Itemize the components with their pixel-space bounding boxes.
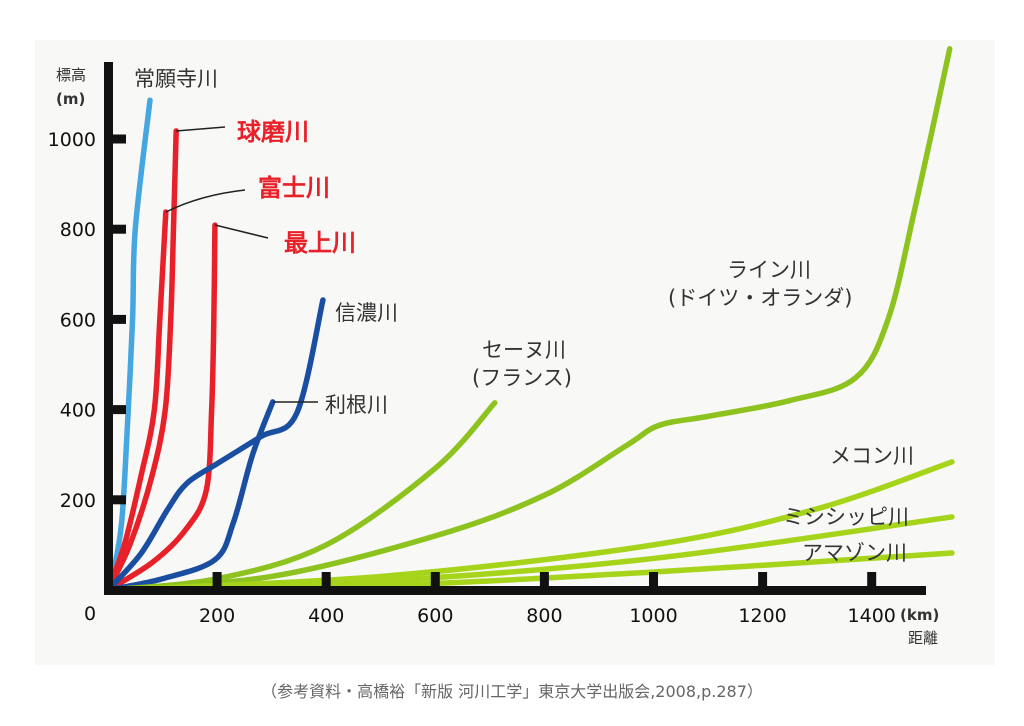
label-joganji: 常願寺川 xyxy=(134,67,218,91)
label-amazon: アマゾン川 xyxy=(802,541,907,565)
x-tick-label: 800 xyxy=(526,605,562,627)
x-tick-label: 600 xyxy=(417,605,453,627)
label-mississippi: ミシシッピ川 xyxy=(783,505,909,529)
series-line-1 xyxy=(105,128,179,593)
label-shinano: 信濃川 xyxy=(335,301,398,325)
label-kuma: 球磨川 xyxy=(237,118,309,146)
x-tick-label: 200 xyxy=(199,605,235,627)
y-tick-label: 1000 xyxy=(48,129,96,151)
label-tone: 利根川 xyxy=(325,393,388,417)
label-seine: セーヌ川 xyxy=(482,338,566,362)
y-axis-label: 標高 xyxy=(56,66,86,84)
series-line-2 xyxy=(105,209,169,593)
y-tick-label: 400 xyxy=(60,400,96,422)
y-axis xyxy=(104,62,113,594)
x-tick xyxy=(649,572,658,590)
leader-mogami xyxy=(214,224,269,239)
x-tick xyxy=(867,572,877,590)
axes xyxy=(104,62,926,595)
x-tick xyxy=(212,572,222,590)
y-tick xyxy=(108,495,126,505)
series-line-4 xyxy=(105,297,326,593)
x-tick-label: 1000 xyxy=(629,605,677,627)
label-fuji: 富士川 xyxy=(258,174,330,202)
x-tick xyxy=(539,572,549,590)
x-tick xyxy=(758,572,768,590)
label-mekong: メコン川 xyxy=(830,444,914,468)
y-tick xyxy=(108,405,126,415)
series-line-5 xyxy=(105,399,276,593)
x-tick-label: 1200 xyxy=(738,605,786,627)
y-tick xyxy=(108,224,126,234)
x-axis xyxy=(104,586,926,595)
label-seine-sub: (フランス) xyxy=(472,366,572,390)
y-tick xyxy=(108,134,126,144)
series-line-3 xyxy=(105,222,218,593)
label-mogami: 最上川 xyxy=(284,229,356,257)
leader-fuji xyxy=(165,189,246,213)
y-tick-label: 800 xyxy=(60,219,96,241)
x-tick xyxy=(430,572,440,590)
series-layer xyxy=(105,46,955,593)
x-tick-label-0: 0 xyxy=(84,603,96,625)
y-tick-label: 200 xyxy=(60,490,96,512)
x-tick-label: 1400 xyxy=(848,605,896,627)
x-tick-label: 400 xyxy=(308,605,344,627)
y-tick xyxy=(108,314,126,324)
y-axis-unit: (m) xyxy=(56,90,85,108)
y-tick-label: 600 xyxy=(60,309,96,331)
label-rhine-sub: (ドイツ・オランダ) xyxy=(668,286,852,310)
x-axis-unit: (km) xyxy=(900,606,939,624)
label-rhine: ライン川 xyxy=(727,258,811,282)
source-caption: （参考資料・高橋裕「新版 河川工学」東京大学出版会,2008,p.287） xyxy=(261,682,763,701)
series-line-7 xyxy=(105,46,953,593)
leader-kuma xyxy=(175,126,226,132)
ticks: 200 400 600 800 1000 200 400 600 800 1000 1200 1400 xyxy=(48,129,896,627)
x-axis-label: 距離 xyxy=(908,629,938,647)
x-tick xyxy=(321,572,331,590)
